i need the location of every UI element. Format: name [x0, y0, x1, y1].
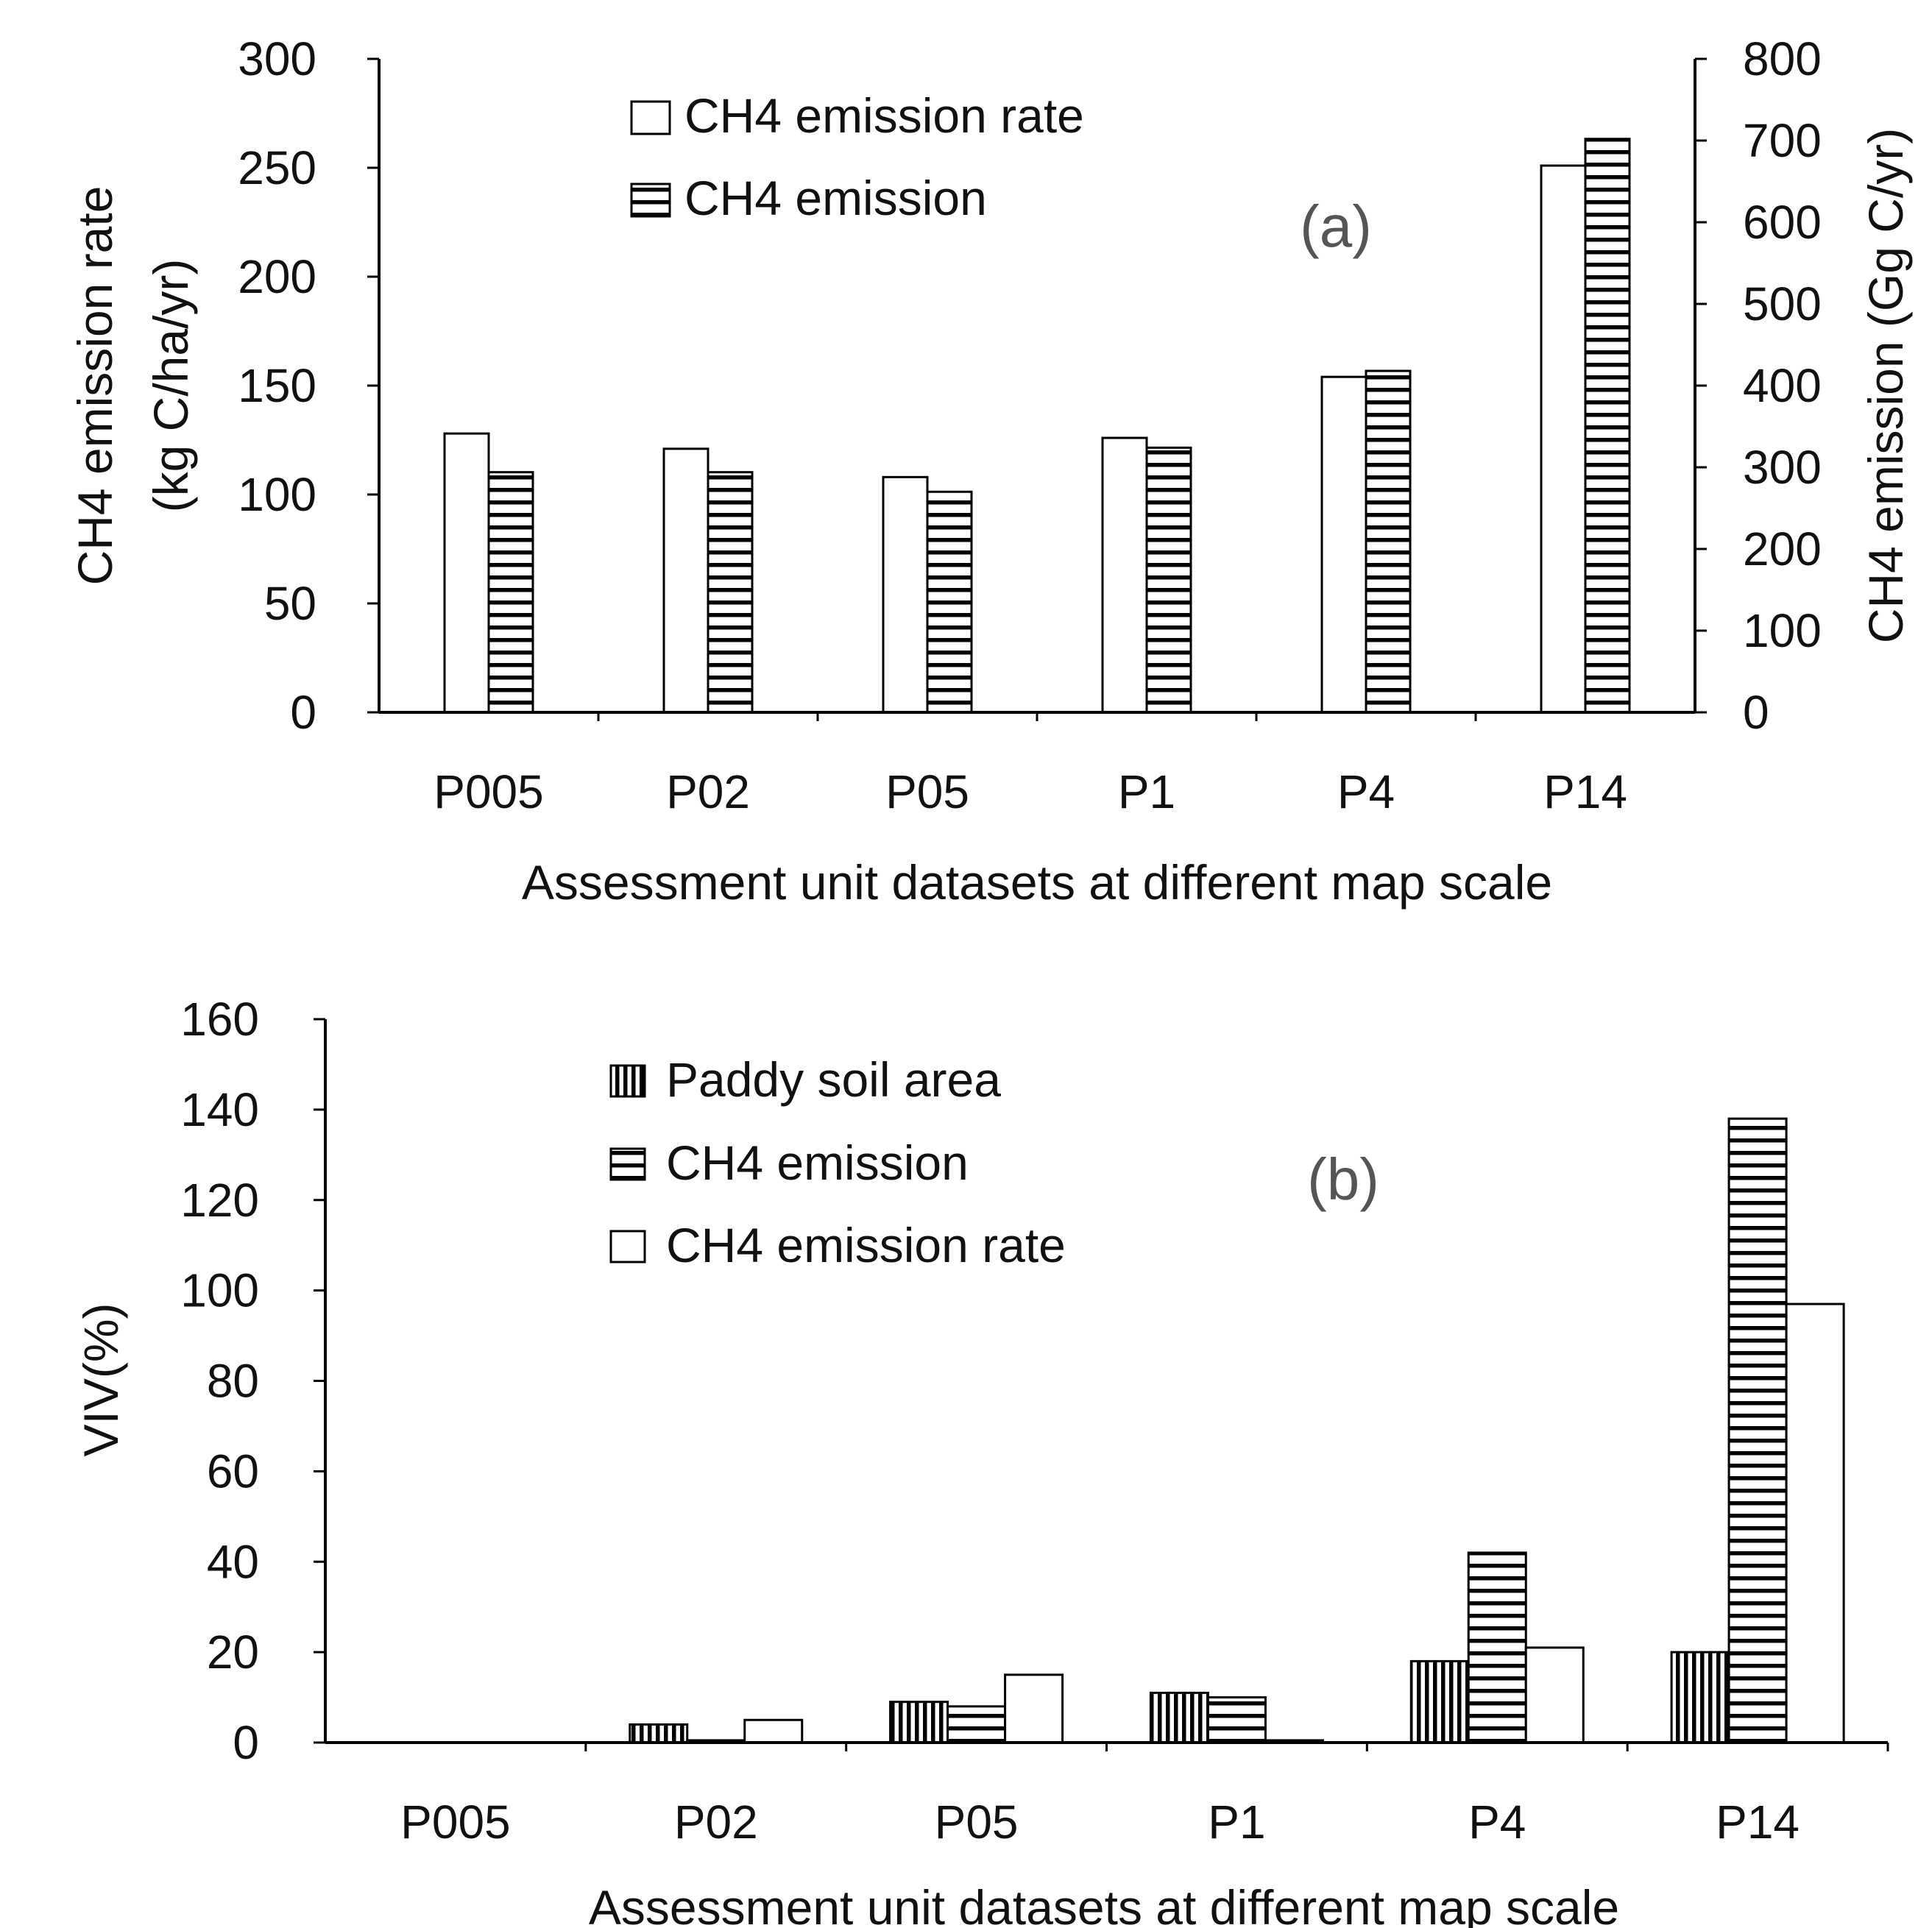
chart-b-y-title: VIV(%)	[74, 1303, 128, 1456]
y-right-tick-label: 400	[1743, 359, 1822, 412]
bar-a-ch4-emission-p05	[926, 490, 973, 714]
x-tick-label: P14	[1716, 1796, 1800, 1849]
y-tick-label: 250	[238, 141, 316, 194]
chart-b-x-title: Assessment unit datasets at different ma…	[589, 1880, 1619, 1928]
chart-a-ticks: P005 P02 P05 P1 P4 P14 0 50 100 150 200 250 300 0 100 2…	[238, 32, 1822, 818]
legend-label: CH4 emission rate	[666, 1218, 1066, 1272]
chart-a-y-title-right: CH4 emission (Gg C/yr)	[1858, 128, 1913, 643]
y-right-tick-label: 600	[1743, 196, 1822, 249]
bar-a-ch4-emission-p14	[1584, 138, 1631, 714]
x-tick-label: P05	[935, 1796, 1019, 1849]
y-tick-label: 40	[207, 1535, 259, 1588]
bar-b-paddy-soil-area-p05	[889, 1701, 949, 1744]
y-tick-label: 60	[207, 1445, 259, 1498]
x-tick-label: P05	[885, 765, 969, 818]
y-tick-label: 0	[290, 686, 316, 739]
chart-a-y-title-left-line2: (kg C/ha/yr)	[144, 259, 198, 513]
bar-b-ch4-emission-p1	[1206, 1696, 1267, 1744]
y-right-tick-label: 300	[1743, 441, 1822, 494]
bar-b-paddy-soil-area-p14	[1670, 1651, 1730, 1744]
bar-b-paddy-soil-area-p4	[1409, 1659, 1470, 1744]
legend-label: CH4 emission	[666, 1135, 969, 1190]
chart-b-panel-label: (b)	[1307, 1146, 1379, 1212]
y-right-tick-label: 0	[1743, 686, 1769, 739]
chart-b-ticks: P005 P02 P05 P1 P4 P14 0 20 40 60 80 100 120 140 160	[180, 993, 1889, 1849]
y-tick-label: 80	[207, 1355, 259, 1408]
legend-swatch	[609, 1147, 646, 1181]
bar-b-paddy-soil-area-p02	[629, 1723, 689, 1744]
bar-b-paddy-soil-area-p1	[1149, 1691, 1209, 1744]
bar-a-ch4-emission-rate-p005	[443, 432, 490, 714]
bar-b-ch4-emission-rate-p05	[1004, 1673, 1064, 1744]
y-tick-label: 300	[238, 32, 316, 85]
chart-a-panel-label: (a)	[1300, 194, 1372, 259]
bar-b-ch4-emission-rate-p14	[1785, 1303, 1845, 1744]
y-right-tick-label: 500	[1743, 277, 1822, 330]
x-tick-label: P1	[1208, 1796, 1265, 1849]
chart-b-bars	[629, 1117, 1845, 1744]
x-tick-label: P4	[1337, 765, 1395, 818]
y-right-tick-label: 200	[1743, 522, 1822, 575]
x-tick-label: P02	[666, 765, 750, 818]
bar-a-ch4-emission-rate-p14	[1540, 164, 1587, 714]
y-tick-label: 100	[238, 468, 316, 521]
chart-panel-a: P005 P02 P05 P1 P4 P14 0 50 100 150 200 250 300 0 100 2…	[68, 32, 1913, 910]
x-tick-label: P02	[674, 1796, 758, 1849]
chart-a-y-title-left-line1: CH4 emission rate	[68, 186, 122, 586]
legend-swatch	[609, 1230, 646, 1264]
bar-b-ch4-emission-rate-p4	[1524, 1646, 1585, 1744]
y-tick-label: 140	[180, 1083, 259, 1136]
legend-label: Paddy soil area	[666, 1052, 1001, 1107]
y-tick-label: 0	[233, 1716, 259, 1769]
bar-a-ch4-emission-rate-p4	[1320, 375, 1367, 714]
y-tick-label: 160	[180, 993, 259, 1046]
chart-a-bars	[443, 138, 1631, 714]
bar-a-ch4-emission-rate-p05	[882, 475, 929, 714]
bar-a-ch4-emission-p1	[1145, 446, 1192, 714]
legend-swatch	[630, 182, 671, 218]
y-right-tick-label: 800	[1743, 32, 1822, 85]
bar-a-ch4-emission-p4	[1365, 369, 1412, 714]
y-right-tick-label: 700	[1743, 114, 1822, 167]
bar-b-ch4-emission-rate-p02	[743, 1718, 804, 1744]
chart-b-legend: Paddy soil area CH4 emission CH4 emissio…	[609, 1052, 1066, 1272]
y-tick-label: 50	[264, 577, 316, 630]
x-tick-label: P14	[1543, 765, 1627, 818]
legend-label: CH4 emission rate	[684, 88, 1084, 143]
bar-a-ch4-emission-p02	[707, 471, 754, 714]
y-tick-label: 120	[180, 1174, 259, 1227]
x-tick-label: P4	[1468, 1796, 1526, 1849]
bar-a-ch4-emission-rate-p1	[1101, 436, 1148, 714]
bar-a-ch4-emission-rate-p02	[662, 447, 710, 714]
bar-b-ch4-emission-p14	[1727, 1117, 1788, 1744]
y-tick-label: 200	[238, 250, 316, 303]
chart-panel-b: P005 P02 P05 P1 P4 P14 0 20 40 60 80 100 120 140 160 V…	[74, 993, 1889, 1928]
x-tick-label: P005	[400, 1796, 510, 1849]
y-tick-label: 100	[180, 1264, 259, 1317]
y-tick-label: 20	[207, 1626, 259, 1679]
x-tick-label: P1	[1118, 765, 1175, 818]
bar-a-ch4-emission-p005	[487, 471, 534, 714]
chart-a-legend: CH4 emission rate CH4 emission	[630, 88, 1084, 225]
legend-label: CH4 emission	[684, 171, 987, 225]
legend-swatch	[630, 100, 671, 135]
x-tick-label: P005	[434, 765, 543, 818]
bar-b-ch4-emission-p05	[946, 1705, 1007, 1744]
legend-swatch	[609, 1064, 646, 1098]
chart-a-x-title: Assessment unit datasets at different ma…	[522, 855, 1552, 910]
y-tick-label: 150	[238, 359, 316, 412]
y-right-tick-label: 100	[1743, 604, 1822, 657]
bar-b-ch4-emission-p4	[1467, 1551, 1527, 1744]
